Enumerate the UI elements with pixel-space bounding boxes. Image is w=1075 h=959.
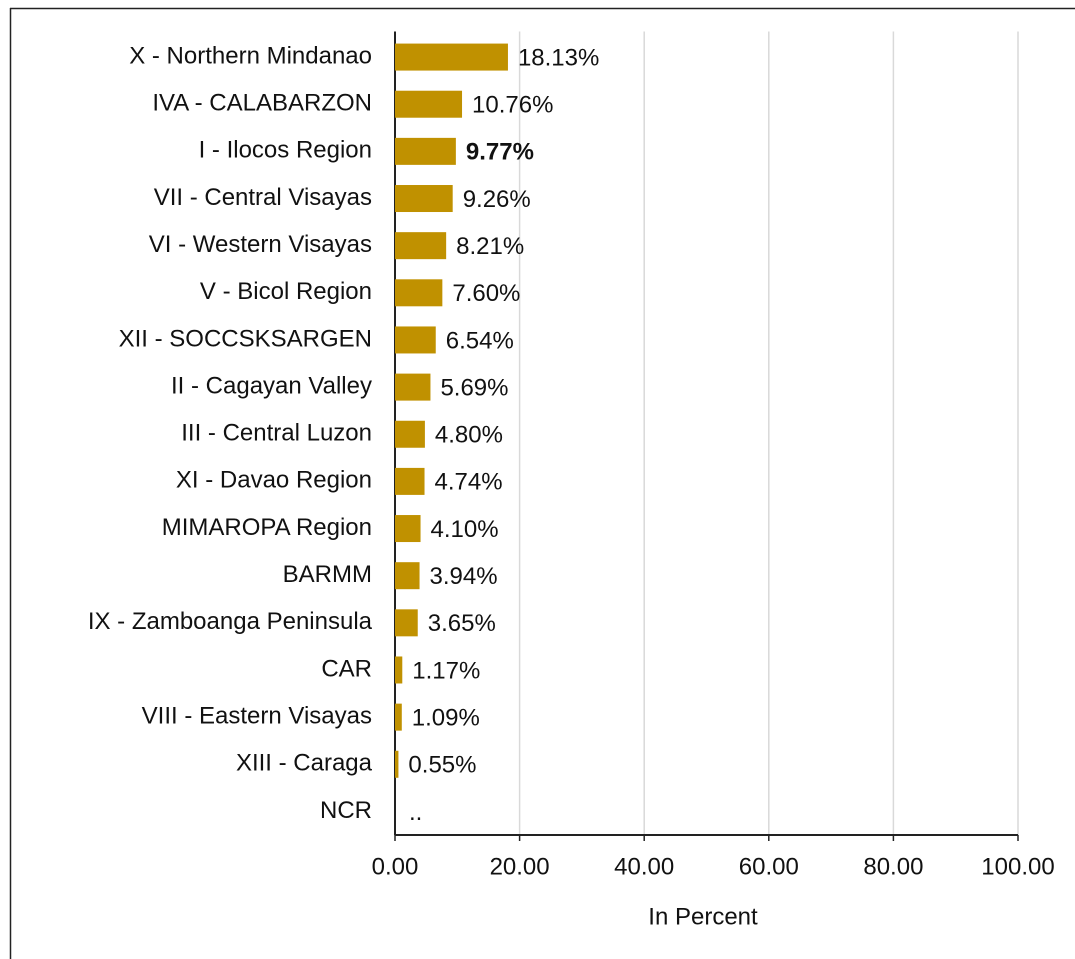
y-tick-label: XI - Davao Region <box>176 467 372 494</box>
x-tick-label: 0.00 <box>372 853 419 880</box>
y-tick-label: XII - SOCCSKSARGEN <box>119 325 372 352</box>
y-tick-label: BARMM <box>283 561 372 588</box>
value-label: 1.17% <box>412 657 480 684</box>
bar <box>395 137 456 165</box>
x-tick-label: 100.00 <box>981 853 1054 880</box>
bar <box>395 609 418 637</box>
value-label: 8.21% <box>456 233 524 260</box>
value-label: 9.77% <box>466 139 534 166</box>
value-label: 1.09% <box>412 704 480 731</box>
y-tick-label: NCR <box>320 797 372 824</box>
y-tick-label: MIMAROPA Region <box>162 514 372 541</box>
y-tick-label: V - Bicol Region <box>200 278 372 305</box>
value-label: 5.69% <box>440 374 508 401</box>
bar <box>395 703 402 731</box>
value-label: 7.60% <box>452 280 520 307</box>
bar <box>395 656 403 684</box>
value-label: 3.65% <box>428 610 496 637</box>
x-tick-label: 40.00 <box>614 853 674 880</box>
y-tick-label: CAR <box>321 655 372 682</box>
bar <box>395 232 447 260</box>
bar <box>395 90 463 118</box>
value-label: 18.13% <box>518 44 599 71</box>
x-tick-label: 60.00 <box>739 853 799 880</box>
y-tick-label: XIII - Caraga <box>236 750 373 777</box>
value-label: 6.54% <box>446 327 514 354</box>
value-label: 10.76% <box>472 92 553 119</box>
y-tick-label: VII - Central Visayas <box>154 184 372 211</box>
value-label: 3.94% <box>430 563 498 590</box>
y-tick-label: IX - Zamboanga Peninsula <box>88 608 373 635</box>
y-tick-label: I - Ilocos Region <box>199 137 372 164</box>
bar <box>395 467 425 495</box>
x-tick-label: 20.00 <box>490 853 550 880</box>
value-label: 4.80% <box>435 422 503 449</box>
bar <box>395 420 425 448</box>
y-tick-label: IVA - CALABARZON <box>152 90 372 117</box>
y-tick-label: X - Northern Mindanao <box>129 42 372 69</box>
bar <box>395 43 508 71</box>
y-tick-label: VIII - Eastern Visayas <box>142 702 372 729</box>
value-label: 0.55% <box>408 752 476 779</box>
bar <box>395 515 421 543</box>
y-tick-label: III - Central Luzon <box>181 420 372 447</box>
value-label: 4.74% <box>435 469 503 496</box>
bar <box>395 562 420 590</box>
bar <box>395 185 453 213</box>
y-tick-label: VI - Western Visayas <box>149 231 372 258</box>
x-tick-label: 80.00 <box>863 853 923 880</box>
bar <box>395 750 399 778</box>
bar <box>395 373 431 401</box>
x-axis-label: In Percent <box>648 903 758 930</box>
value-label: 4.10% <box>431 516 499 543</box>
y-tick-label: II - Cagayan Valley <box>171 372 372 399</box>
bar <box>395 279 443 307</box>
value-label: 9.26% <box>463 186 531 213</box>
value-label: .. <box>409 799 422 826</box>
bar <box>395 326 436 354</box>
